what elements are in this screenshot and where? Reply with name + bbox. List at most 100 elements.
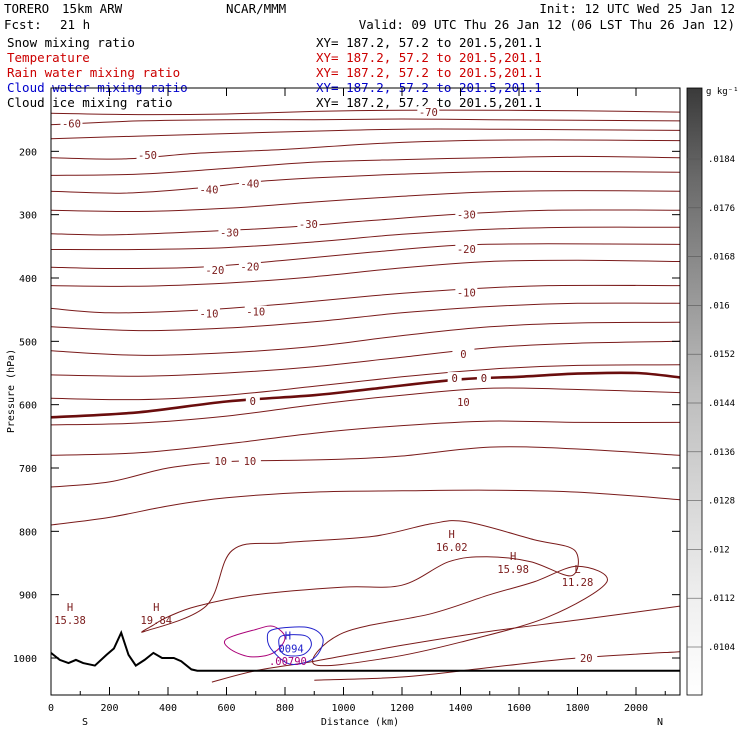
extremum-value: 16.02: [436, 542, 468, 554]
extremum-marker: H: [67, 602, 73, 614]
header: TORERO 15km ARW NCAR/MMM Init: 12 UTC We…: [4, 1, 735, 32]
temperature-contour: [51, 321, 680, 356]
contour-label-bg: [218, 226, 241, 238]
x-tick-label: 200: [100, 703, 118, 714]
extremum-marker: H: [510, 551, 516, 563]
contour-label-bg: [238, 177, 261, 189]
colorbar-tick-label: .012: [708, 545, 730, 555]
temperature-contour: [51, 118, 680, 126]
extremum-marker: L: [574, 564, 580, 576]
colorbar-tick-label: .0136: [708, 448, 735, 458]
contour-label-bg: [244, 305, 267, 317]
south-end-label: S: [82, 717, 88, 728]
colorbar-units: g kg⁻¹: [706, 87, 739, 97]
temperature-contour-label: 20: [580, 653, 593, 665]
temperature-contour-label: -10: [246, 307, 265, 319]
moisture-contour: [141, 520, 579, 633]
temperature-contour-label: 10: [244, 456, 257, 468]
contour-label-bg: [455, 286, 478, 298]
temperature-contour: [51, 446, 680, 488]
temperature-contour: [51, 128, 680, 140]
contour-label-bg: [245, 394, 260, 406]
y-tick-label: 800: [19, 527, 37, 538]
legend-snow-xy: XY= 187.2, 57.2 to 201.5,201.1: [316, 35, 542, 50]
temperature-contour: [51, 209, 680, 236]
contour-label-bg: [447, 372, 462, 384]
moisture-contour: [312, 565, 608, 667]
colorbar-tick-label: .0168: [708, 253, 735, 263]
y-tick-label: 1000: [13, 654, 37, 665]
freezing-level-label: 0: [451, 373, 457, 385]
extremum-value: .00790: [269, 656, 307, 668]
freezing-level-label: 0: [250, 396, 256, 408]
temperature-contour-label: -30: [457, 210, 476, 222]
temperature-contour: [51, 109, 680, 116]
contour-label-bg: [197, 307, 220, 319]
temperature-contour-label: -10: [199, 308, 218, 320]
rain-water-contour: [223, 625, 286, 658]
colorbar-tick-label: .0128: [708, 497, 735, 507]
fcst-label: Fcst:: [4, 17, 42, 32]
temperature-contour: [51, 155, 680, 176]
extremum-value: 19.84: [140, 615, 172, 627]
extremum-value: 15.38: [54, 615, 86, 627]
temperature-contour-label: -70: [419, 107, 438, 119]
temperature-contour: [51, 284, 680, 314]
temperature-contour-label: 10: [214, 456, 227, 468]
x-axis-label: Distance (km): [321, 717, 399, 728]
temperature-contour-label: -40: [199, 184, 218, 196]
legend-rain-label: Rain water mixing ratio: [7, 65, 180, 80]
y-tick-label: 400: [19, 274, 37, 285]
temperature-contour-label: -20: [205, 265, 224, 277]
terrain-line: [51, 629, 680, 672]
plot-frame: [50, 87, 681, 696]
init-time: Init: 12 UTC Wed 25 Jan 12: [539, 1, 735, 16]
contour-label-bg: [238, 455, 261, 467]
contour-label-bg: [452, 348, 475, 359]
colorbar-tick-label: .0144: [708, 399, 735, 409]
temperature-contour: [314, 651, 680, 681]
legend-cloud-ice-xy: XY= 187.2, 57.2 to 201.5,201.1: [316, 95, 542, 110]
legend-temperature-label: Temperature: [7, 50, 90, 65]
temperature-contour: [51, 340, 680, 377]
extremum-value: 11.28: [562, 577, 594, 589]
temperature-contour-label: -30: [220, 227, 239, 239]
x-tick-label: 1000: [331, 703, 355, 714]
contour-label-bg: [60, 117, 83, 129]
contour-label-bg: [197, 183, 220, 195]
freezing-level-label: 0: [481, 373, 487, 385]
temperature-contour: [51, 190, 680, 213]
temperature-contour-label: -30: [299, 219, 318, 231]
contour-label-bg: [209, 455, 232, 467]
temperature-contour-label: 0: [460, 349, 466, 361]
temperature-contour: [51, 302, 680, 332]
temperature-contour: [51, 489, 680, 526]
colorbar-tick-label: .0104: [708, 643, 735, 653]
contour-label-bg: [476, 372, 491, 384]
legend: Snow mixing ratio XY= 187.2, 57.2 to 201…: [7, 35, 542, 110]
x-tick-label: 400: [159, 703, 177, 714]
temperature-contour: [51, 226, 680, 251]
x-tick-label: 600: [217, 703, 235, 714]
plot-area: -70 -60 -50 -40 -40 -30 -30 -30 -20 -20 -20 -10 -10 -…: [51, 106, 680, 683]
axes: 0 200 400 600 800 1000 1200 1400 1600 1800 2000200…: [13, 88, 680, 714]
y-tick-label: 200: [19, 147, 37, 158]
temperature-contour-label: -60: [62, 118, 81, 130]
contour-label-bg: [136, 149, 159, 161]
freezing-level-contour: [51, 371, 680, 419]
contour-label-bg: [203, 263, 226, 275]
contour-label-bg: [238, 260, 261, 272]
temperature-contour: [51, 170, 680, 194]
extremum-value: 15.98: [497, 564, 529, 576]
cloud-water-contour: [278, 634, 312, 657]
contour-label-bg: [455, 242, 478, 254]
x-tick-label: 1800: [565, 703, 589, 714]
temperature-contour: [51, 259, 680, 287]
x-tick-label: 0: [48, 703, 54, 714]
extremum-marker: H: [449, 529, 455, 541]
temperature-contour: [51, 420, 680, 456]
x-tick-label: 1600: [507, 703, 531, 714]
cloud-water-contour: [266, 626, 324, 666]
legend-cloud-ice-label: Cloud ice mixing ratio: [7, 95, 173, 110]
